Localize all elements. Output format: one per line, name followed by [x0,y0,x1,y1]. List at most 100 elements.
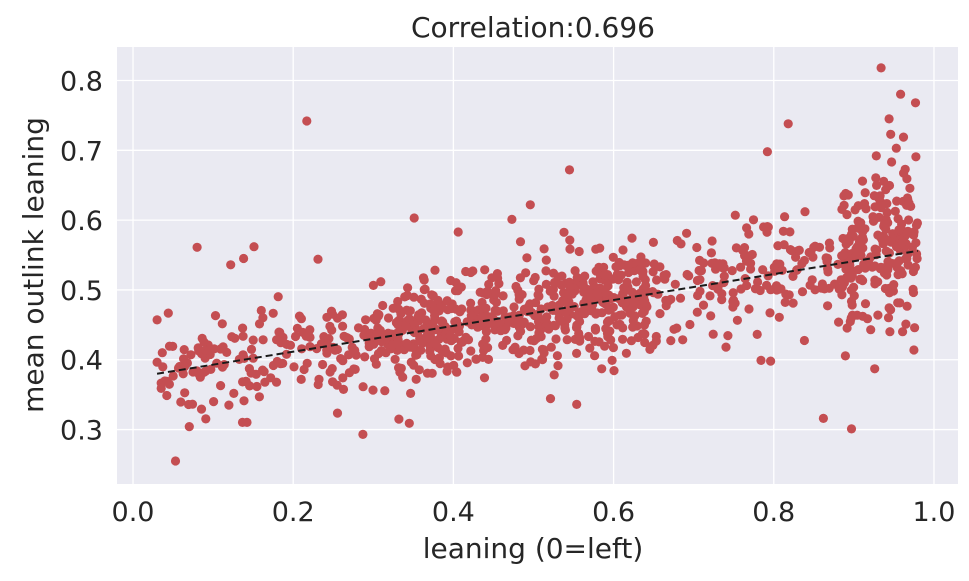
data-point [692,307,702,317]
data-point [487,273,497,283]
data-point [619,297,630,307]
data-point [721,342,731,352]
data-point [678,335,688,345]
data-point [351,350,361,360]
data-point [510,342,520,352]
data-point [731,243,742,253]
data-point [742,255,752,265]
data-point [786,245,797,256]
data-point [860,299,871,309]
data-point [430,339,440,349]
data-point [666,336,676,346]
data-point [468,266,478,276]
x-tick-label: 0.8 [752,497,795,528]
data-point [736,262,746,272]
data-point [302,116,312,126]
data-point [394,363,404,373]
data-point [893,298,903,308]
data-point [338,356,348,366]
data-point [873,310,883,320]
data-point [246,344,257,354]
data-point [482,286,492,296]
data-point [402,290,412,301]
data-point [818,413,829,423]
data-point [254,319,265,329]
data-point [884,180,895,191]
data-point [209,397,219,407]
data-point [871,151,881,161]
data-point [684,271,694,281]
data-point [513,317,523,327]
data-point [558,296,568,306]
data-point [849,282,859,292]
data-point [648,267,658,277]
data-point [204,345,214,356]
data-point [693,290,703,301]
data-point [224,400,234,410]
data-point [206,364,216,374]
data-point [623,260,634,270]
data-point [833,259,843,269]
data-point [905,183,915,193]
data-point [572,348,582,358]
data-point [305,325,315,335]
data-point [442,296,452,306]
data-point [254,392,264,402]
data-point [158,362,168,372]
data-point [622,277,632,287]
x-tick-label: 0.2 [272,497,315,528]
data-point [338,373,348,383]
data-point [452,367,462,377]
data-point [618,334,628,344]
data-point [441,348,451,358]
data-point [393,296,403,307]
data-point [583,331,594,342]
data-point [597,308,607,318]
data-point [696,266,707,276]
data-point [572,399,582,409]
data-point [565,244,575,254]
data-point [411,374,421,384]
data-point [909,345,919,355]
data-point [708,281,718,291]
data-point [429,306,439,316]
data-point [358,382,368,392]
data-point [515,237,526,247]
data-point [296,314,306,324]
data-point [544,324,554,334]
x-tick-label: 0.6 [592,497,635,528]
data-point [846,313,856,323]
data-point [840,351,851,361]
data-point [869,191,879,201]
data-point [839,250,849,260]
data-point [541,279,551,289]
data-point [298,327,308,337]
data-point [349,364,359,374]
data-point [282,339,292,349]
data-point [762,280,772,290]
x-axis-title: leaning (0=left) [423,532,644,565]
data-point [409,213,419,223]
data-point [390,354,400,364]
data-point [758,265,768,275]
data-point [880,283,891,294]
data-point [419,285,429,295]
data-point [564,165,575,175]
data-point [549,370,559,380]
data-point [910,98,921,108]
data-point [670,279,680,289]
data-point [239,253,249,264]
data-point [659,270,669,280]
data-point [562,335,572,345]
data-point [824,238,835,248]
data-point [393,334,403,344]
data-point [797,287,808,297]
data-point [244,364,254,374]
data-point [313,254,323,264]
data-point [522,253,532,263]
data-point [604,302,615,313]
data-point [837,282,848,292]
data-point [541,255,551,265]
data-point [322,312,332,322]
data-point [553,361,563,371]
